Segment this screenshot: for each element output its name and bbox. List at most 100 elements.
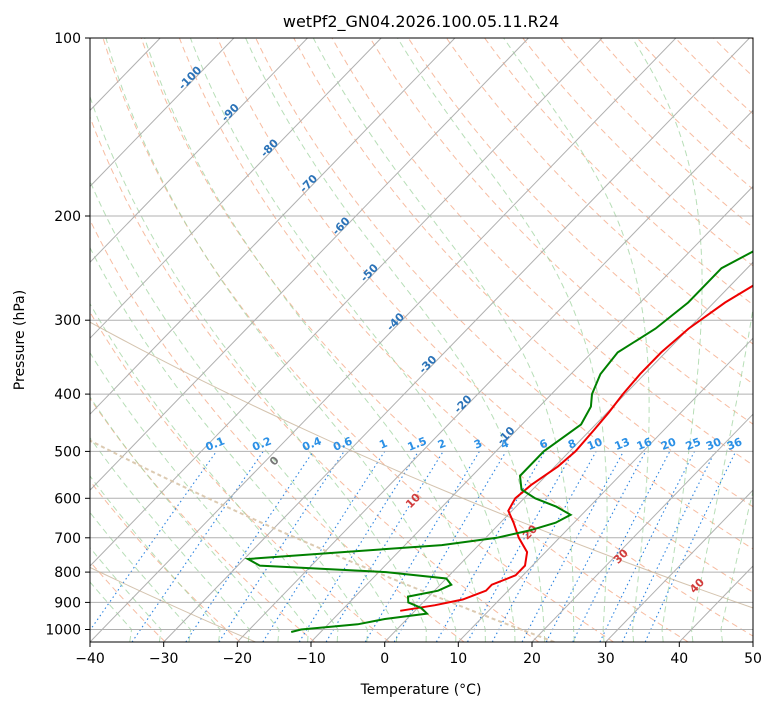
mixing-ratio-label: 13 xyxy=(613,435,632,453)
x-tick-label: 10 xyxy=(449,651,467,667)
profiles xyxy=(244,250,753,633)
isotherm-line xyxy=(236,109,753,642)
moist-adiabat xyxy=(720,489,753,642)
moist-adiabat xyxy=(90,246,368,642)
reference-arc xyxy=(90,321,753,609)
x-tick-label: 20 xyxy=(523,651,541,667)
isotherm-line xyxy=(163,38,750,642)
moist-adiabat xyxy=(90,436,251,642)
dry-adiabat xyxy=(255,38,753,550)
mixing-ratio-line xyxy=(467,451,574,642)
mixing-ratio-label: 1 xyxy=(377,437,389,452)
isotherm-line xyxy=(90,38,677,642)
moist-adiabat xyxy=(90,396,280,642)
x-tick-label: −40 xyxy=(75,651,105,667)
moist-adiabat xyxy=(90,179,398,642)
y-tick-label: 600 xyxy=(54,491,81,507)
x-tick-label: 0 xyxy=(380,651,389,667)
dry-adiabat xyxy=(331,38,753,466)
x-tick-label: −30 xyxy=(149,651,179,667)
isotherm-label: -80 xyxy=(258,136,281,160)
dry-adiabat xyxy=(90,219,465,642)
mixing-ratio-line xyxy=(185,451,314,642)
dry-adiabat xyxy=(446,38,753,345)
dry-adiabat xyxy=(217,38,753,593)
x-axis-label: Temperature (°C) xyxy=(360,682,482,698)
dry-adiabat xyxy=(90,480,241,642)
axes: −40 −30 −20 −10 0 10 20 30 40 50 1000 900 800 700 600 5… xyxy=(45,31,762,667)
moist-adiabat xyxy=(90,351,309,642)
mixing-ratio-line xyxy=(262,451,386,642)
moist-adiabat xyxy=(397,38,608,642)
mixing-ratio-line xyxy=(90,451,217,632)
line-labels: -100-90-80-70-60-50-40-30-20-100.1 0.2 0.4… xyxy=(176,63,744,595)
mixing-ratio-label: 16 xyxy=(635,435,654,453)
mixing-ratio-line xyxy=(621,451,716,642)
moist-adiabat xyxy=(90,302,339,642)
mixing-ratio-line xyxy=(298,451,419,642)
mixing-ratio-label: 8 xyxy=(566,437,578,452)
y-tick-label: 900 xyxy=(54,595,81,611)
x-tick-label: −20 xyxy=(223,651,253,667)
y-tick-label: 300 xyxy=(54,313,81,329)
y-tick-label: 800 xyxy=(54,565,81,581)
dry-adiabat xyxy=(90,311,390,642)
moist-adiabat-label: 40 xyxy=(687,576,707,596)
mixing-ratio-line xyxy=(644,451,737,642)
mixing-ratio-line xyxy=(364,451,480,642)
isotherm-label: -20 xyxy=(452,392,475,416)
dry-adiabat xyxy=(369,38,753,425)
isotherm-line xyxy=(678,565,753,642)
isotherm-label: -90 xyxy=(219,101,242,125)
moist-adiabat xyxy=(690,306,753,642)
x-tick-label: −10 xyxy=(296,651,326,667)
mixing-ratio-label: 10 xyxy=(585,435,604,453)
mixing-ratio-line xyxy=(393,451,507,642)
isotherm-line xyxy=(752,641,753,642)
background-lines xyxy=(0,38,753,642)
moist-adiabat xyxy=(189,38,516,642)
dry-adiabat xyxy=(140,38,689,642)
moist-adiabat xyxy=(503,38,650,642)
dry-adiabat xyxy=(484,38,753,306)
mixing-ratio-label: 36 xyxy=(725,435,744,453)
y-tick-label: 400 xyxy=(54,387,81,403)
mixing-ratio-line xyxy=(491,451,597,642)
mixing-ratio-line xyxy=(325,451,444,642)
isotherm-line xyxy=(310,185,753,642)
isotherm-line xyxy=(384,261,753,642)
y-tick-label: 500 xyxy=(54,444,81,460)
mixing-ratio-label: 3 xyxy=(472,437,484,452)
mixing-ratio-label: 20 xyxy=(659,435,678,453)
moist-adiabat xyxy=(245,38,546,642)
isotherm-label: -30 xyxy=(416,353,439,377)
plot-frame xyxy=(89,37,754,643)
moist-adiabat xyxy=(105,38,457,642)
isotherm-label: -60 xyxy=(330,214,353,238)
dry-adiabat xyxy=(407,38,753,385)
isotherm-label: -50 xyxy=(358,261,381,285)
isotherm-line xyxy=(90,38,235,188)
y-tick-label: 100 xyxy=(54,31,81,47)
moist-adiabat xyxy=(144,38,486,642)
isotherm-line xyxy=(90,38,161,112)
chart-title: wetPf2_GN04.2026.100.05.11.R24 xyxy=(283,12,559,32)
isotherm-label: -40 xyxy=(384,310,407,334)
temperature-profile xyxy=(400,284,753,612)
reference-arc xyxy=(90,566,256,642)
mixing-ratio-line xyxy=(218,451,345,642)
isotherm-line xyxy=(90,38,603,567)
dry-adiabat xyxy=(636,38,753,153)
isotherm-line xyxy=(90,38,529,491)
isotherm-line xyxy=(0,38,13,642)
moist-adiabat xyxy=(90,475,221,642)
y-tick-label: 700 xyxy=(54,531,81,547)
mixing-ratio-label: 25 xyxy=(684,435,703,453)
isotherm-line xyxy=(457,337,753,642)
x-tick-label: 30 xyxy=(597,651,615,667)
x-tick-label: 40 xyxy=(670,651,688,667)
y-tick-label: 200 xyxy=(54,209,81,225)
dry-adiabat xyxy=(675,38,753,115)
isotherm-line xyxy=(90,38,382,339)
